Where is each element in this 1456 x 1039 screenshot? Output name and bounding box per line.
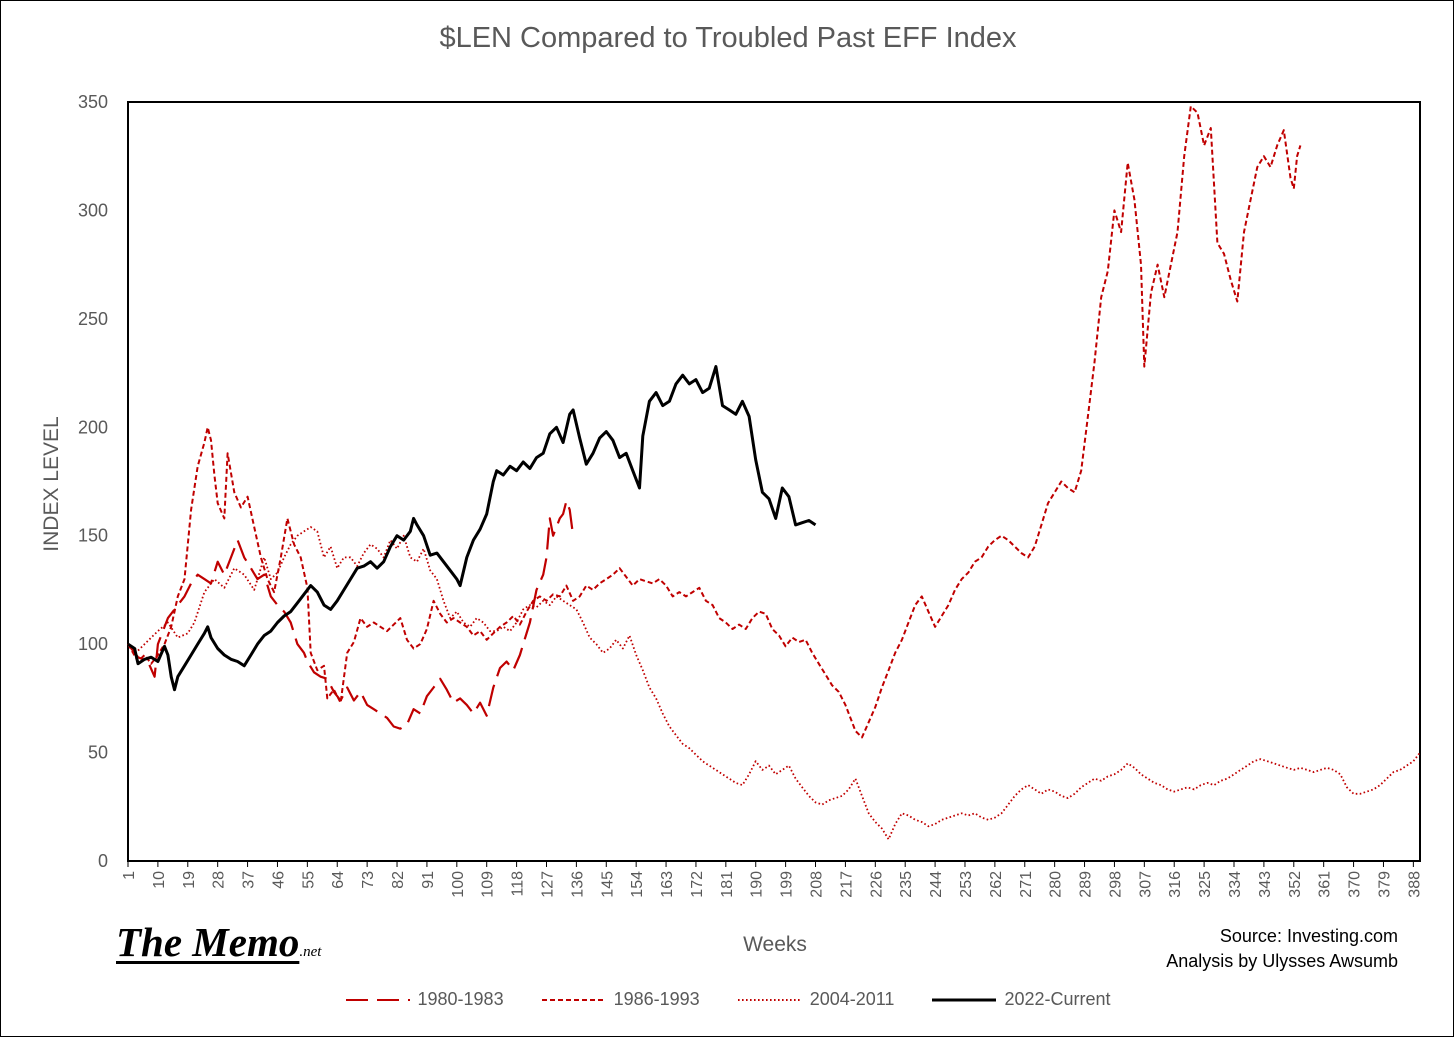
x-tick-label: 91	[420, 871, 437, 889]
x-tick-label: 262	[988, 871, 1005, 898]
x-tick-label: 289	[1078, 871, 1095, 898]
chart-title: $LEN Compared to Troubled Past EFF Index	[439, 22, 1017, 54]
x-tick-label: 226	[868, 871, 885, 898]
source-line: Source: Investing.com	[1219, 926, 1398, 946]
x-tick-label: 55	[300, 871, 317, 889]
y-tick-label: 50	[88, 743, 108, 763]
legend-swatch	[541, 998, 606, 1001]
x-tick-label: 46	[270, 871, 287, 889]
x-tick-label: 316	[1167, 871, 1184, 898]
legend-item: 2022-Current	[932, 989, 1111, 1010]
x-tick-label: 244	[928, 871, 945, 898]
x-tick-label: 181	[719, 871, 736, 898]
x-tick-label: 190	[749, 871, 766, 898]
x-tick-label: 298	[1107, 871, 1124, 898]
x-tick-label: 118	[510, 871, 527, 897]
y-axis-label: INDEX LEVEL	[40, 416, 63, 552]
x-tick-label: 370	[1347, 871, 1364, 898]
x-tick-label: 172	[689, 871, 706, 898]
x-tick-label: 325	[1197, 871, 1214, 898]
x-tick-label: 10	[151, 871, 168, 889]
x-tick-label: 253	[958, 871, 975, 898]
legend-item: 1980-1983	[345, 989, 504, 1010]
y-tick-label: 250	[78, 309, 108, 329]
legend: 1980-1983 1986-1993 2004-2011 2022-Current	[0, 989, 1456, 1010]
x-tick-label: 64	[330, 871, 347, 889]
logo-text: The Memo	[116, 919, 300, 965]
x-tick-label: 343	[1257, 871, 1274, 898]
x-tick-label: 136	[569, 871, 586, 898]
x-tick-label: 271	[1018, 871, 1035, 898]
series-line-2004-2011	[127, 526, 1421, 841]
x-axis-label: Weeks	[743, 933, 807, 956]
x-tick-label: 145	[599, 871, 616, 898]
x-tick-label: 82	[390, 871, 407, 889]
y-tick-label: 100	[78, 634, 108, 654]
x-tick-label: 280	[1048, 871, 1065, 898]
source-credits: Source: Investing.com Analysis by Ulysse…	[1166, 924, 1398, 974]
y-tick-label: 150	[78, 526, 108, 546]
x-tick-label: 208	[809, 871, 826, 898]
x-tick-label: 217	[838, 871, 855, 898]
x-tick-label: 352	[1287, 871, 1304, 898]
y-tick-label: 300	[78, 200, 108, 220]
x-tick-label: 1	[121, 871, 138, 880]
x-tick-label: 73	[360, 871, 377, 889]
y-tick-label: 200	[78, 417, 108, 437]
x-tick-label: 388	[1406, 871, 1423, 898]
logo-suffix: .net	[299, 944, 322, 960]
legend-item: 2004-2011	[737, 989, 895, 1010]
x-tick-label: 163	[659, 871, 676, 898]
y-tick-label: 350	[78, 92, 108, 112]
legend-label: 2004-2011	[809, 989, 895, 1009]
x-tick-label: 334	[1227, 871, 1244, 898]
legend-item: 1986-1993	[541, 989, 700, 1010]
analysis-line: Analysis by Ulysses Awsumb	[1166, 951, 1398, 971]
series-line-1986-1993	[127, 105, 1302, 739]
series-line-1980-1983	[127, 499, 575, 730]
y-tick-label: 0	[98, 851, 108, 871]
legend-label: 1986-1993	[613, 989, 700, 1009]
x-tick-label: 235	[898, 871, 915, 898]
x-tick-label: 199	[779, 871, 796, 898]
legend-swatch	[345, 998, 410, 1001]
x-tick-label: 37	[241, 871, 258, 889]
x-tick-label: 379	[1376, 871, 1393, 898]
x-tick-label: 154	[629, 871, 646, 898]
x-tick-label: 361	[1317, 871, 1334, 898]
x-tick-label: 100	[450, 871, 467, 898]
legend-label: 1980-1983	[417, 989, 504, 1009]
x-tick-label: 19	[181, 871, 198, 889]
the-memo-logo: The Memo.net	[116, 918, 321, 966]
legend-label: 2022-Current	[1004, 989, 1111, 1009]
series-line-2022-Current	[127, 365, 817, 692]
plot-area	[127, 101, 1421, 862]
legend-swatch	[737, 998, 802, 1001]
legend-swatch	[932, 998, 997, 1001]
x-tick-label: 307	[1137, 871, 1154, 898]
x-tick-label: 28	[211, 871, 228, 889]
x-tick-label: 109	[480, 871, 497, 898]
x-tick-label: 127	[539, 871, 556, 898]
